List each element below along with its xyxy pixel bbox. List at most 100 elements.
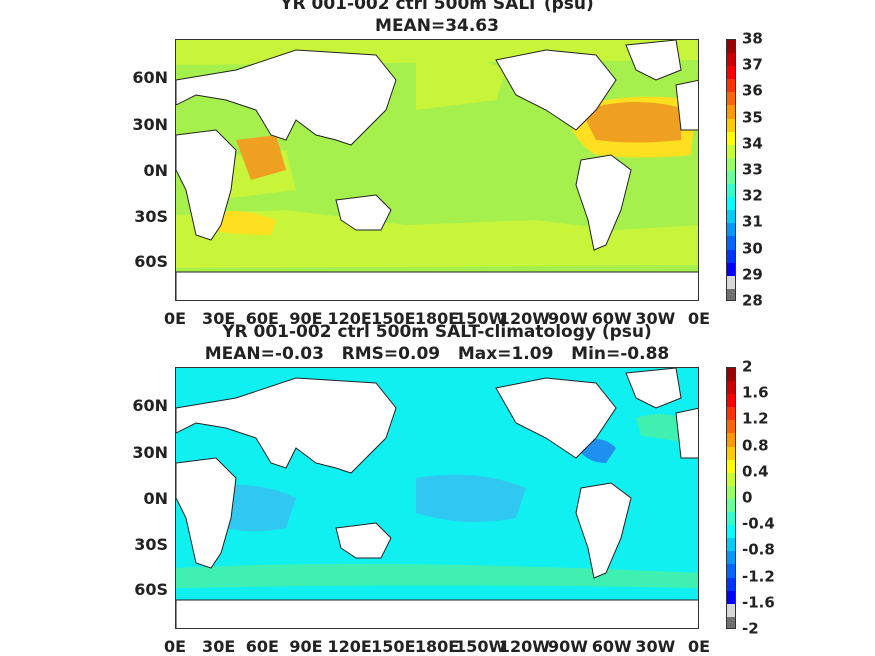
colorbar-segment bbox=[727, 92, 735, 106]
chart2-colorbar bbox=[726, 367, 736, 629]
colorbar-segment bbox=[727, 433, 735, 447]
colorbar-segment bbox=[727, 262, 735, 276]
chart1-xtick: 30E bbox=[202, 309, 236, 328]
chart2-xtick: 90E bbox=[289, 637, 323, 656]
chart1-subtitle: MEAN=34.63 bbox=[375, 16, 499, 36]
colorbar-segment bbox=[727, 223, 735, 237]
colorbar-segment bbox=[727, 197, 735, 211]
colorbar-segment bbox=[727, 66, 735, 80]
greenland bbox=[625, 40, 682, 81]
chart1-xtick: 90W bbox=[548, 309, 588, 328]
chart2-xtick: 120E bbox=[327, 637, 372, 656]
chart1-ytick-0n: 0N bbox=[143, 161, 168, 180]
chart1-colorbar-tick: 30 bbox=[742, 239, 763, 258]
europe-west bbox=[675, 407, 698, 459]
africa bbox=[176, 129, 237, 241]
chart2-colorbar-tick: 1.2 bbox=[742, 409, 769, 428]
south-america bbox=[575, 154, 632, 251]
chart2-xtick: 120W bbox=[498, 637, 550, 656]
chart1-title: YR 001-002 ctrl 500m SALT (psu) bbox=[280, 0, 594, 14]
chart1-ytick-60n: 60N bbox=[132, 68, 168, 87]
chart2-xtick: 30W bbox=[635, 637, 676, 656]
colorbar-segment bbox=[727, 420, 735, 434]
chart1-colorbar bbox=[726, 39, 736, 301]
chart2-xtick: 0E bbox=[163, 637, 187, 656]
greenland bbox=[625, 368, 682, 409]
chart2-colorbar-tick: 1.6 bbox=[742, 383, 769, 402]
chart1-ytick-30s: 30S bbox=[134, 207, 168, 226]
chart1-colorbar-tick: 33 bbox=[742, 160, 763, 179]
south-anom bbox=[176, 564, 698, 588]
chart2-ytick-60s: 60S bbox=[134, 580, 168, 599]
colorbar-segment bbox=[727, 275, 735, 289]
pacific-anom bbox=[416, 474, 526, 522]
chart1-xtick: 120E bbox=[327, 309, 372, 328]
chart1-xtick: 150E bbox=[371, 309, 416, 328]
chart1-xtick: 60E bbox=[245, 309, 279, 328]
colorbar-segment bbox=[727, 40, 735, 54]
npacific bbox=[416, 56, 506, 110]
colorbar-segment bbox=[727, 157, 735, 171]
chart1-colorbar-tick: 37 bbox=[742, 55, 763, 74]
chart1-colorbar-tick: 36 bbox=[742, 81, 763, 100]
band-south bbox=[176, 210, 698, 268]
eurasia bbox=[176, 377, 397, 474]
australia bbox=[335, 194, 392, 231]
chart2-colorbar-tick: 0.8 bbox=[742, 436, 769, 455]
colorbar-segment bbox=[727, 53, 735, 67]
atlantic-hot bbox=[581, 101, 681, 143]
colorbar-segment bbox=[727, 485, 735, 499]
chart1-colorbar-tick: 34 bbox=[742, 134, 763, 153]
colorbar-segment bbox=[727, 249, 735, 263]
chart1-xtick: 150W bbox=[455, 309, 507, 328]
arabian-hot bbox=[236, 135, 286, 180]
chart2-colorbar-tick: -0.4 bbox=[742, 514, 775, 533]
chart1-map bbox=[175, 39, 699, 301]
chart2-colorbar-tick: -0.8 bbox=[742, 540, 775, 559]
chart1-colorbar-tick: 29 bbox=[742, 265, 763, 284]
colorbar-segment bbox=[727, 590, 735, 604]
chart2-xtick: 60W bbox=[591, 637, 632, 656]
colorbar-segment bbox=[727, 144, 735, 158]
colorbar-segment bbox=[727, 577, 735, 591]
chart2-subtitle: MEAN=-0.03 RMS=0.09 Max=1.09 Min=-0.88 bbox=[204, 344, 670, 364]
colorbar-segment bbox=[727, 394, 735, 408]
colorbar-segment bbox=[727, 407, 735, 421]
chart2-xtick: 150E bbox=[371, 637, 416, 656]
colorbar-segment bbox=[727, 131, 735, 145]
colorbar-segment bbox=[727, 525, 735, 539]
colorbar-segment bbox=[727, 170, 735, 185]
colorbar-segment bbox=[727, 288, 735, 300]
colorbar-segment bbox=[727, 551, 735, 565]
colorbar-segment bbox=[727, 381, 735, 395]
colorbar-segment bbox=[727, 616, 735, 628]
chart1-xtick: 0E bbox=[163, 309, 187, 328]
colorbar-segment bbox=[727, 368, 735, 382]
chart2-map bbox=[175, 367, 699, 629]
colorbar-segment bbox=[727, 603, 735, 617]
europe-west bbox=[675, 79, 698, 131]
chart1-ytick-60s: 60S bbox=[134, 252, 168, 271]
chart2-ytick-0n: 0N bbox=[143, 489, 168, 508]
chart1-colorbar-tick: 38 bbox=[742, 29, 763, 48]
chart1-xtick: 0E bbox=[687, 309, 711, 328]
colorbar-segment bbox=[727, 79, 735, 93]
africa bbox=[176, 457, 237, 569]
antarctica bbox=[176, 271, 698, 300]
chart1-colorbar-tick: 32 bbox=[742, 186, 763, 205]
colorbar-segment bbox=[727, 472, 735, 486]
colorbar-segment bbox=[727, 236, 735, 250]
chart2-xtick: 30E bbox=[202, 637, 236, 656]
colorbar-segment bbox=[727, 459, 735, 473]
chart1-colorbar-tick: 28 bbox=[742, 291, 763, 310]
chart1-xtick: 30W bbox=[635, 309, 676, 328]
eurasia bbox=[176, 49, 397, 146]
colorbar-segment bbox=[727, 184, 735, 198]
australia bbox=[335, 522, 392, 559]
chart2-colorbar-tick: -1.6 bbox=[742, 593, 775, 612]
chart2-colorbar-tick: -2 bbox=[742, 619, 759, 638]
chart2-xtick: 60E bbox=[245, 637, 279, 656]
chart2-colorbar-tick: 2 bbox=[742, 357, 753, 376]
chart2-colorbar-tick: 0 bbox=[742, 488, 753, 507]
colorbar-segment bbox=[727, 564, 735, 578]
